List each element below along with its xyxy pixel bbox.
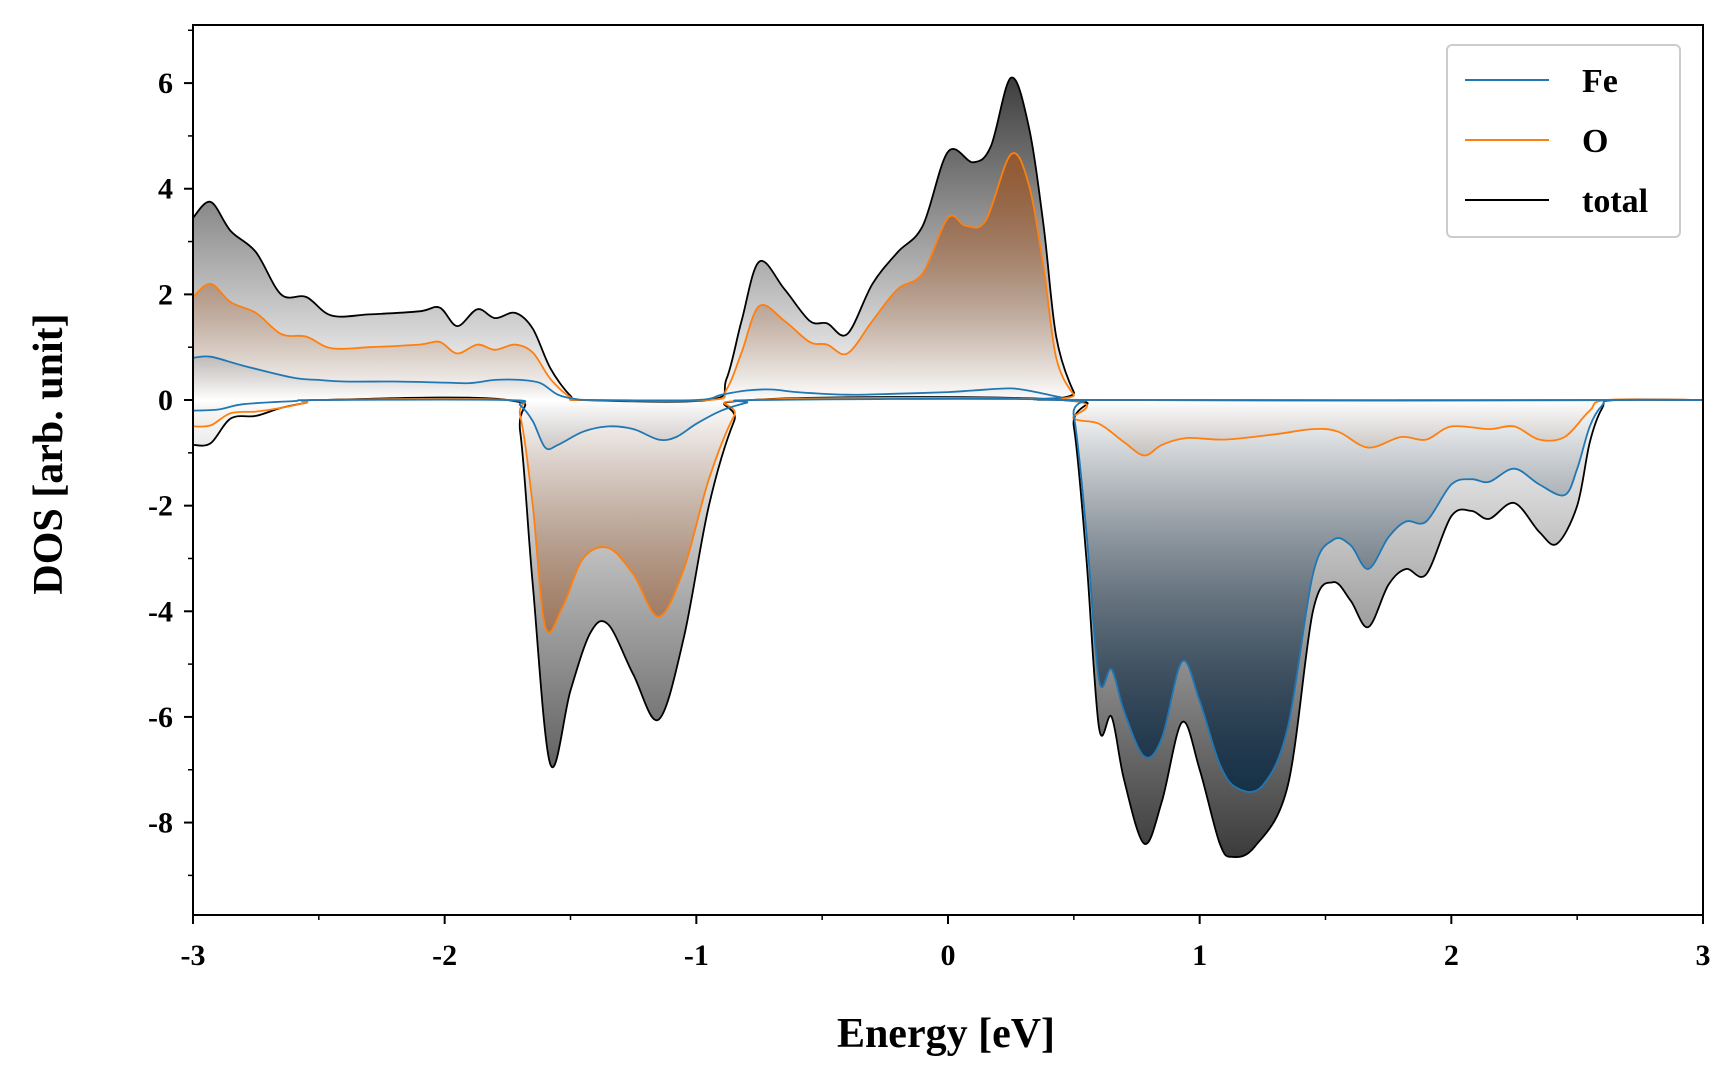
y-tick-label: 6 [158,67,173,100]
fill-layer [193,77,1703,858]
line-fe-spin-down [192,397,1704,793]
x-tick-label: -3 [181,939,206,972]
x-tick-label: -1 [684,939,709,972]
y-tick-label: 4 [158,173,173,206]
y-tick-label: -4 [148,595,173,628]
line-fe-spin-up [192,355,1704,402]
legend-box [1446,44,1681,238]
fill-o-spin-down [193,397,1703,633]
line-o-spin-up [192,152,1704,402]
fill-fe-spin-up [193,356,1703,401]
x-tick-label: 1 [1192,939,1207,972]
y-axis-label: DOS [arb. unit] [26,313,72,594]
x-tick-label: -2 [432,939,457,972]
fill-fe-spin-down [193,398,1703,793]
y-tick-label: -6 [148,701,173,734]
x-axis-label: Energy [eV] [837,1011,1055,1057]
y-tick-label: 0 [158,384,173,417]
line-total-spin-down [192,396,1704,858]
legend-label-o: O [1582,123,1608,160]
axes: -3 -2 -1 0 1 2 3 -8 -6 -4 -2 0 2 4 6 [148,24,1711,972]
x-tick-label: 3 [1696,939,1711,972]
x-tick-label: 0 [941,939,956,972]
y-tick-label: 2 [158,278,173,311]
y-tick-label: -8 [148,807,173,840]
x-tick-label: 2 [1444,939,1459,972]
series-lines [192,76,1704,858]
y-tick-label: -2 [148,490,173,523]
line-total-spin-up [192,76,1704,403]
legend-label-total: total [1582,183,1648,220]
fill-o-spin-up [193,153,1703,401]
legend-label-fe: Fe [1582,63,1618,100]
